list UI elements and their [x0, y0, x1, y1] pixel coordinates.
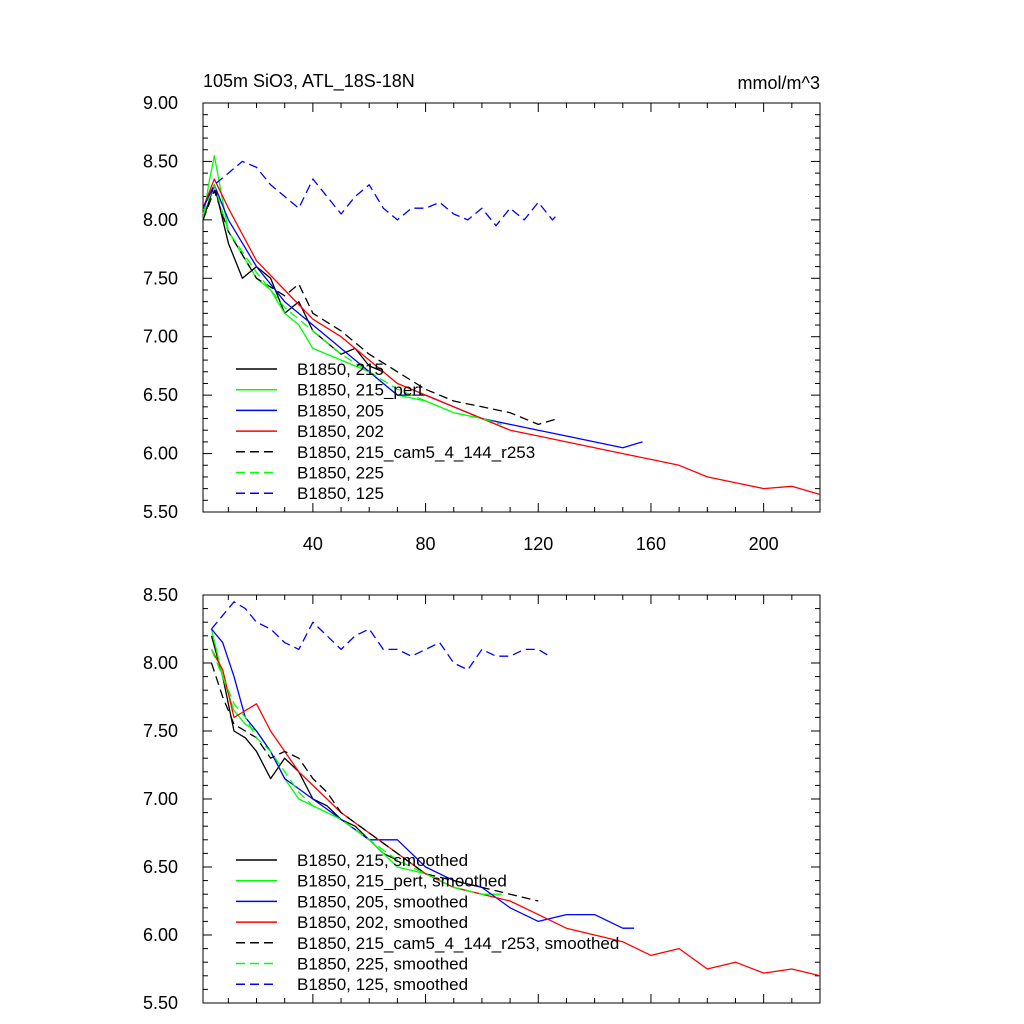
series-line-4: [202, 189, 559, 426]
y-tick-label: 6.50: [143, 857, 178, 877]
x-tick-label: 40: [303, 534, 323, 554]
y-tick-label: 6.50: [143, 385, 178, 405]
y-tick-label: 9.00: [143, 93, 178, 113]
series-line-6: [210, 601, 550, 671]
legend-label-4: B1850, 215_cam5_4_144_r253: [297, 443, 535, 462]
legend-label-5: B1850, 225, smoothed: [297, 955, 468, 974]
legend-label-2: B1850, 205, smoothed: [297, 892, 468, 911]
y-tick-label: 6.00: [143, 925, 178, 945]
x-tick-label: 160: [636, 534, 666, 554]
legend-label-3: B1850, 202, smoothed: [297, 913, 468, 932]
series-line-0: [210, 635, 398, 861]
y-tick-label: 5.50: [143, 993, 178, 1013]
y-tick-label: 7.00: [143, 327, 178, 347]
y-tick-label: 8.00: [143, 210, 178, 230]
legend-label-1: B1850, 215_pert: [297, 381, 423, 400]
y-tick-label: 7.50: [143, 721, 178, 741]
x-tick-label: 200: [749, 534, 779, 554]
series-line-5: [210, 649, 496, 895]
y-tick-label: 7.00: [143, 789, 178, 809]
legend-label-6: B1850, 125, smoothed: [297, 975, 468, 994]
series-line-2: [210, 628, 635, 929]
legend-label-2: B1850, 205: [297, 401, 384, 420]
series-line-2: [202, 184, 643, 449]
series-line-6: [202, 160, 559, 227]
series-line-4: [210, 662, 539, 902]
units-label: mmol/m^3: [738, 73, 820, 93]
legend-label-0: B1850, 215: [297, 360, 384, 379]
y-tick-label: 8.50: [143, 151, 178, 171]
y-tick-label: 8.50: [143, 585, 178, 605]
legend-label-4: B1850, 215_cam5_4_144_r253, smoothed: [297, 934, 619, 953]
legend-label-6: B1850, 125: [297, 484, 384, 503]
y-tick-label: 7.50: [143, 268, 178, 288]
series-line-3: [202, 178, 821, 496]
legend-label-5: B1850, 225: [297, 464, 384, 483]
y-tick-label: 8.00: [143, 653, 178, 673]
legend-label-0: B1850, 215, smoothed: [297, 851, 468, 870]
x-tick-label: 120: [523, 534, 553, 554]
y-tick-label: 6.00: [143, 444, 178, 464]
y-tick-label: 5.50: [143, 502, 178, 522]
bottom-panel: 8.50 8.00 7.50 7.00 6.50 6.00 5.50 B1850, 215, …: [143, 585, 821, 1013]
chart-title: 105m SiO3, ATL_18S-18N: [203, 71, 415, 92]
legend-label-3: B1850, 202: [297, 422, 384, 441]
legend-label-1: B1850, 215_pert, smoothed: [297, 872, 507, 891]
plot-frame: [202, 102, 821, 513]
top-panel: 9.00 8.50 8.00 7.50 7.00 6.50 6.00 5.50 40 80 120 1…: [143, 71, 821, 554]
x-tick-label: 80: [416, 534, 436, 554]
